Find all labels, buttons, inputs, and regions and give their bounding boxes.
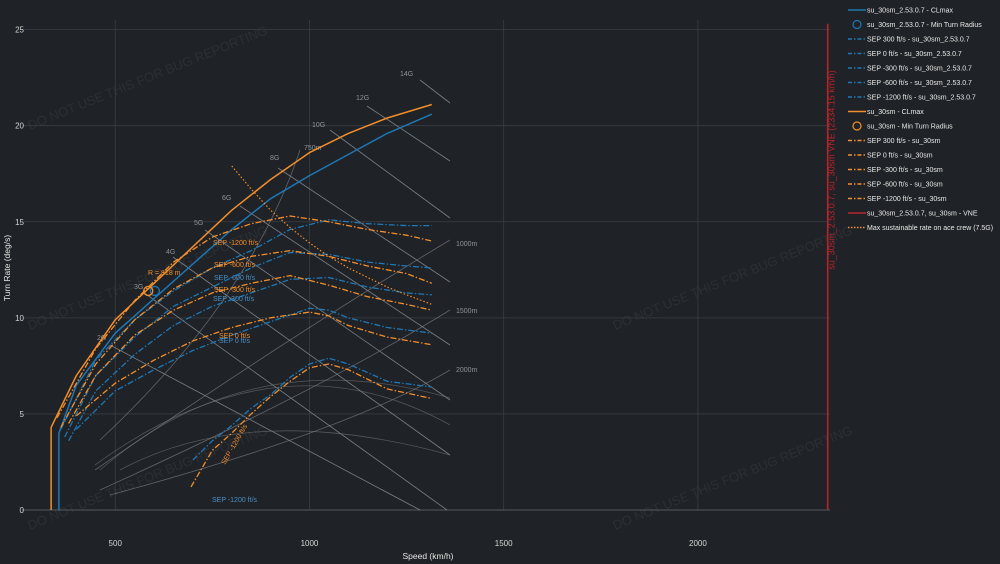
legend-item-symbol: [852, 19, 862, 30]
y-tick-label: 25: [15, 26, 24, 35]
annotation-label: SEP -1200 ft/s: [212, 497, 258, 504]
y-tick-label: 10: [15, 314, 24, 323]
legend-item-label: SEP -600 ft/s - su_30sm: [867, 182, 943, 189]
annotation-label: SEP -300 ft/s: [213, 296, 255, 303]
x-axis-title: Speed (km/h): [402, 551, 453, 561]
g-load-label: 14G: [400, 71, 413, 78]
series-sep-300-ft-s-su-30sm: [68, 274, 432, 424]
legend-marker: [852, 19, 862, 30]
legend-item-label: su_30sm_2.53.0.7, su_30sm - VNE: [867, 211, 978, 218]
x-tick-label: 2000: [689, 539, 707, 548]
legend-item-label: Max sustainable rate on ace crew (7.5G): [867, 225, 993, 232]
series-sep-1200-ft-s-su-30sm-2-53-0-7: [192, 357, 432, 461]
series-sep-600-ft-s-su-30sm-2-53-0-7: [75, 307, 432, 430]
g-load-line: [329, 129, 451, 219]
g-load-label: 8G: [270, 155, 279, 162]
annotation-label: SEP -600 ft/s: [214, 262, 256, 269]
vne-label: su_30sm_2.53.0.7, su_30sm VNE (2334.15 k…: [827, 70, 837, 270]
series-sep-600-ft-s-su-30sm: [75, 311, 432, 417]
watermark-text: DO NOT USE THIS FOR BUG REPORTING: [26, 23, 270, 133]
x-tick-label: 1500: [495, 539, 513, 548]
legend-item-label: su_30sm - CLmax: [867, 109, 924, 116]
radius-label: 2000m: [456, 367, 478, 374]
annotation-label: SEP 0 ft/s: [219, 333, 250, 340]
legend-marker: [852, 121, 862, 131]
legend-item-label: su_30sm - Min Turn Radius: [867, 124, 953, 131]
g-load-line: [366, 105, 451, 162]
series-su-30sm-2-53-0-7-clmax: [58, 113, 433, 510]
legend-item-label: su_30sm_2.53.0.7 - CLmax: [867, 8, 953, 15]
legend-item-label: SEP -600 ft/s - su_30sm_2.53.0.7: [867, 80, 972, 87]
legend-item-symbol: [852, 121, 862, 131]
legend-item-label: SEP 0 ft/s - su_30sm: [867, 153, 933, 160]
g-load-line: [142, 291, 448, 511]
legend-item-label: SEP -300 ft/s - su_30sm_2.53.0.7: [867, 66, 972, 73]
legend-item-label: SEP 300 ft/s - su_30sm_2.53.0.7: [867, 37, 970, 44]
series-max-sustainable-rate-on-ace-crew-7-5g: [231, 165, 433, 305]
legend-item-label: SEP -1200 ft/s - su_30sm_2.53.0.7: [867, 95, 976, 102]
g-load-label: 4G: [166, 249, 175, 256]
g-load-label: 12G: [356, 95, 369, 102]
y-tick-label: 5: [20, 410, 25, 419]
annotation-label: SEP -1200 ft/s: [213, 240, 259, 247]
y-tick-label: 20: [15, 122, 24, 131]
radius-curve: [94, 385, 451, 466]
legend-item-label: SEP -300 ft/s - su_30sm: [867, 167, 943, 174]
series-sep-300-ft-s-su-30sm: [56, 215, 432, 419]
y-tick-label: 15: [15, 218, 24, 227]
x-tick-label: 1000: [301, 539, 319, 548]
watermark-text: DO NOT USE THIS FOR BUG REPORTING: [611, 423, 855, 533]
g-load-line: [419, 79, 451, 104]
g-load-line: [109, 344, 421, 511]
legend-item-label: SEP 0 ft/s - su_30sm_2.53.0.7: [867, 51, 962, 58]
radius-label: 750m: [304, 145, 322, 152]
series-su-30sm-clmax: [50, 103, 433, 510]
annotation-label: R = 818 m: [148, 270, 181, 277]
legend-item-label: su_30sm_2.53.0.7 - Min Turn Radius: [867, 22, 982, 29]
watermark-text: DO NOT USE THIS FOR BUG REPORTING: [611, 223, 855, 333]
g-load-label: 6G: [222, 195, 231, 202]
annotation-label: SEP -600 ft/s: [214, 275, 256, 282]
radius-label: 1000m: [456, 241, 478, 248]
legend-item-label: SEP 300 ft/s - su_30sm: [867, 138, 941, 145]
y-axis-title: Turn Rate (deg/s): [2, 235, 12, 301]
series-sep-0-ft-s-su-30sm-2-53-0-7: [64, 251, 432, 438]
y-tick-label: 0: [20, 506, 25, 515]
g-load-label: 5G: [194, 220, 203, 227]
radius-curve: [99, 309, 451, 491]
series-sep-1200-ft-s-su-30sm: [190, 363, 432, 488]
g-load-label: 10G: [312, 122, 325, 129]
radius-curve: [119, 430, 451, 471]
g-load-label: 3G: [134, 284, 143, 291]
series-su-30sm-2-53-0-7-min-turn-radius: [149, 285, 161, 297]
g-load-line: [172, 256, 451, 456]
radius-curve: [99, 379, 451, 471]
series-sep-0-ft-s-su-30sm: [60, 249, 433, 428]
g-load-line: [239, 205, 451, 346]
annotation-label: SEP 0 ft/s: [219, 338, 250, 345]
g-load-line: [277, 167, 451, 283]
grid: [22, 20, 830, 511]
series-layer: su_30sm_2.53.0.7, su_30sm VNE (2334.15 k…: [50, 23, 837, 510]
x-tick-label: 500: [109, 539, 123, 548]
radius-label: 1500m: [456, 308, 478, 315]
legend: su_30sm_2.53.0.7 - CLmax su_30sm_2.53.0.7…: [848, 8, 993, 232]
series-sep-300-ft-s-su-30sm-2-53-0-7: [60, 219, 432, 430]
watermark-text: DO NOT USE THIS FOR BUG REPORTING: [26, 423, 270, 533]
axis-ticks: 500 1000 1500 2000 0 5 10 15 20 25: [15, 26, 707, 548]
series-sep-300-ft-s-su-30sm-2-53-0-7: [68, 276, 432, 442]
annotation-label: SEP -300 ft/s: [214, 287, 256, 294]
radius-curve: [99, 149, 301, 441]
legend-item-label: SEP -1200 ft/s - su_30sm: [867, 196, 947, 203]
